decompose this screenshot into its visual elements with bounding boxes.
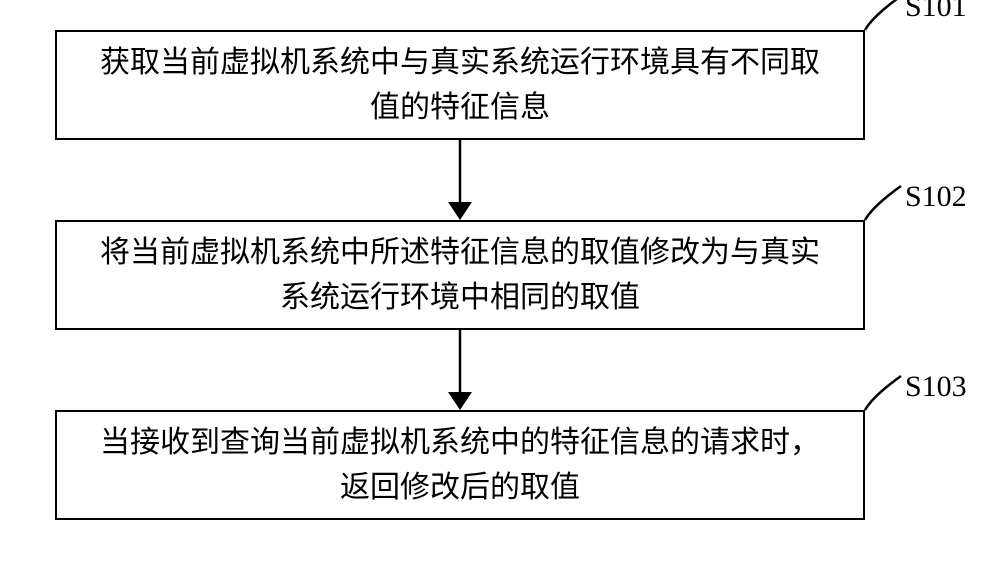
step-label-2: S102 — [905, 180, 967, 214]
flow-step-1: 获取当前虚拟机系统中与真实系统运行环境具有不同取 值的特征信息 — [55, 30, 865, 140]
flow-step-3: 当接收到查询当前虚拟机系统中的特征信息的请求时， 返回修改后的取值 — [55, 410, 865, 520]
arrow-2-to-3 — [440, 330, 480, 410]
flowchart-canvas: 获取当前虚拟机系统中与真实系统运行环境具有不同取 值的特征信息 S101 将当前… — [0, 0, 1000, 564]
flow-step-2-text: 将当前虚拟机系统中所述特征信息的取值修改为与真实 系统运行环境中相同的取值 — [100, 230, 820, 320]
flow-step-2: 将当前虚拟机系统中所述特征信息的取值修改为与真实 系统运行环境中相同的取值 — [55, 220, 865, 330]
arrow-1-to-2 — [440, 140, 480, 220]
label-connector-1 — [861, 0, 907, 36]
step-label-1: S101 — [905, 0, 967, 24]
flow-step-3-text: 当接收到查询当前虚拟机系统中的特征信息的请求时， 返回修改后的取值 — [100, 420, 820, 510]
flow-step-1-text: 获取当前虚拟机系统中与真实系统运行环境具有不同取 值的特征信息 — [100, 40, 820, 130]
step-label-3: S103 — [905, 370, 967, 404]
label-connector-2 — [861, 180, 907, 226]
label-connector-3 — [861, 370, 907, 416]
